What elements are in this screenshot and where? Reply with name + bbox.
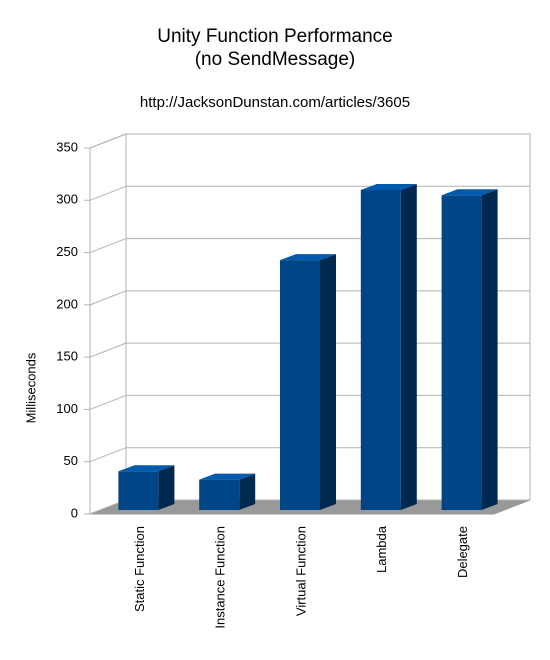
y-tick-label: 100 — [56, 401, 78, 416]
bar-top — [280, 254, 336, 261]
grid-line-side — [89, 133, 127, 149]
x-tick-label: Static Function — [132, 526, 147, 612]
bar-front — [441, 195, 482, 511]
x-tick-label: Instance Function — [213, 526, 228, 629]
bar-top — [360, 184, 417, 191]
bar-side — [400, 184, 417, 511]
x-tick-label: Virtual Function — [293, 526, 308, 616]
bar — [360, 184, 417, 511]
y-tick-label: 350 — [56, 139, 78, 154]
y-tick-label: 150 — [56, 349, 78, 364]
y-tick-label: 200 — [56, 296, 78, 311]
grid-line-side — [89, 394, 127, 410]
y-axis-label: Milliseconds — [23, 352, 38, 423]
y-tick-label: 300 — [56, 192, 78, 207]
bar-front — [199, 479, 240, 510]
grid-line-side — [89, 185, 127, 201]
bar-side — [158, 465, 175, 510]
bar — [118, 465, 175, 510]
bar-side — [239, 473, 256, 510]
grid-line-side — [89, 342, 127, 358]
grid-line-side — [89, 290, 127, 306]
bar-top — [199, 473, 256, 480]
y-tick-label: 250 — [56, 244, 78, 259]
bar-front — [118, 471, 159, 510]
side-wall — [89, 133, 127, 515]
y-tick-label: 0 — [71, 505, 78, 520]
bar-top — [118, 465, 175, 472]
chart-title: Unity Function Performance — [157, 26, 393, 47]
bar-top — [441, 189, 498, 196]
x-tick-label: Delegate — [455, 526, 470, 578]
bar-side — [481, 189, 498, 511]
x-tick-label: Lambda — [374, 525, 389, 573]
bar-front — [280, 260, 320, 510]
bar-side — [320, 254, 336, 510]
chart-subtitle: http://JacksonDunstan.com/articles/3605 — [140, 94, 410, 111]
bar — [441, 189, 498, 511]
grid-line-side — [89, 447, 127, 463]
bar-front — [360, 190, 401, 511]
y-tick-label: 50 — [64, 453, 78, 468]
bar — [280, 254, 336, 510]
chart-title-line2: (no SendMessage) — [195, 49, 356, 70]
grid-line-side — [89, 238, 127, 254]
bar — [199, 473, 256, 510]
